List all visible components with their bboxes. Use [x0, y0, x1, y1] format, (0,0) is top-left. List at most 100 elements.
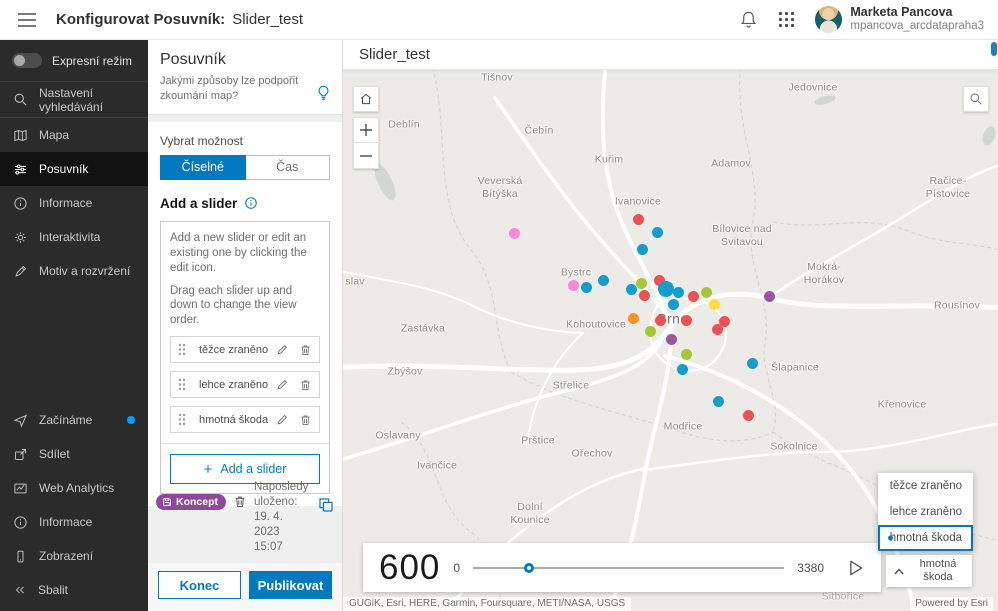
- layer-selector-collapsed[interactable]: hmotná škoda: [886, 555, 972, 587]
- top-header: Konfigurovat Posuvník: Slider_test Marke…: [0, 0, 998, 40]
- map-point-blue[interactable]: [597, 274, 609, 286]
- map-point-blue[interactable]: [658, 281, 674, 297]
- share-icon: [13, 447, 28, 462]
- sidebar-item-theme-layout[interactable]: Motiv a rozvržení: [0, 254, 148, 288]
- sidebar-item-search-settings[interactable]: Nastavení vyhledávání: [0, 82, 148, 118]
- add-slider-button[interactable]: + Add a slider: [170, 454, 320, 485]
- sidebar-item-info-bottom[interactable]: Informace: [0, 505, 148, 539]
- option-numeric-button[interactable]: Číselné: [160, 154, 246, 180]
- slider-row[interactable]: těžce zraněno: [170, 336, 320, 364]
- sidebar-item-info[interactable]: Informace: [0, 186, 148, 220]
- divider: [161, 443, 329, 445]
- map-point-red[interactable]: [653, 274, 665, 286]
- left-sidebar: Expresní režim Nastavení vyhledávání Map…: [0, 40, 148, 611]
- map-point-blue[interactable]: [746, 357, 758, 369]
- sidebar-item-getting-started[interactable]: Začínáme: [0, 403, 148, 437]
- scrollbar-thumb[interactable]: [991, 42, 997, 56]
- user-account-menu[interactable]: Marketa Pancova mpancova_arcdatapraha3: [815, 5, 984, 34]
- map-point-blue[interactable]: [676, 363, 688, 375]
- map-point-red[interactable]: [632, 213, 644, 225]
- map-attribution: GUGiK, Esri, HERE, Garmin, Foursquare, M…: [343, 597, 632, 611]
- lightbulb-tip-icon[interactable]: [315, 84, 332, 102]
- slider-row-label: lehce zraněno: [199, 378, 269, 391]
- drag-handle-icon[interactable]: [178, 413, 186, 426]
- page-title-app-name: Slider_test: [232, 11, 304, 28]
- play-button[interactable]: [845, 557, 865, 579]
- map-point-green[interactable]: [635, 277, 647, 289]
- sidebar-item-share[interactable]: Sdílet: [0, 437, 148, 471]
- time-slider-handle[interactable]: [524, 562, 535, 573]
- sidebar-item-label: Interaktivita: [39, 230, 101, 244]
- edit-pencil-icon[interactable]: [276, 378, 289, 391]
- dropdown-item[interactable]: hmotná škoda: [878, 525, 973, 551]
- home-button[interactable]: [353, 86, 379, 112]
- map-point-green[interactable]: [700, 286, 712, 298]
- sidebar-item-views[interactable]: Zobrazení: [0, 539, 148, 573]
- map-point-purple[interactable]: [665, 333, 677, 345]
- map-point-orange[interactable]: [627, 312, 639, 324]
- map-point-blue[interactable]: [712, 395, 724, 407]
- app-launcher-grid-icon[interactable]: [778, 11, 795, 28]
- plus-icon: +: [203, 460, 213, 478]
- sidebar-item-label: Motiv a rozvržení: [39, 264, 131, 278]
- map-point-blue[interactable]: [667, 298, 679, 310]
- map-point-blue[interactable]: [651, 226, 663, 238]
- delete-draft-trash-icon[interactable]: [233, 494, 247, 509]
- publish-button[interactable]: Publikovat: [249, 571, 332, 599]
- dropdown-item[interactable]: těžce zraněno: [878, 473, 973, 499]
- info-circle-icon[interactable]: [244, 196, 258, 210]
- trash-icon[interactable]: [299, 378, 312, 392]
- map-point-blue[interactable]: [580, 281, 592, 293]
- map-point-green[interactable]: [644, 325, 656, 337]
- map-point-red[interactable]: [742, 409, 754, 421]
- edit-pencil-icon[interactable]: [276, 413, 289, 426]
- slider-track[interactable]: [473, 562, 785, 573]
- express-mode-toggle[interactable]: [12, 53, 42, 68]
- drag-handle-icon[interactable]: [178, 343, 186, 356]
- notification-dot: [127, 416, 135, 424]
- map-point-red[interactable]: [654, 314, 666, 326]
- dropdown-item-label: hmotná škoda: [889, 532, 962, 544]
- notifications-bell-icon[interactable]: [739, 10, 758, 29]
- sidebar-item-label: Sbalit: [38, 583, 69, 597]
- map-search-button[interactable]: [963, 86, 989, 112]
- sidebar-item-interactivity[interactable]: Interaktivita: [0, 220, 148, 254]
- map-point-blue[interactable]: [625, 283, 637, 295]
- map-point-red[interactable]: [711, 323, 723, 335]
- map-point-red[interactable]: [687, 290, 699, 302]
- sidebar-item-label: Informace: [39, 515, 93, 529]
- map-point-red[interactable]: [638, 289, 650, 301]
- sidebar-item-slider[interactable]: Posuvník: [0, 152, 148, 186]
- map-point-blue[interactable]: [672, 286, 684, 298]
- trash-icon[interactable]: [299, 343, 312, 357]
- cancel-button[interactable]: Konec: [158, 571, 241, 599]
- sidebar-item-web-analytics[interactable]: Web Analytics: [0, 471, 148, 505]
- map-point-pink[interactable]: [567, 279, 579, 291]
- dropdown-item[interactable]: lehce zraněno: [878, 499, 973, 525]
- drag-handle-icon[interactable]: [178, 378, 186, 391]
- duplicate-copy-icon[interactable]: [317, 496, 335, 514]
- map-point-blue[interactable]: [636, 243, 648, 255]
- map-point-pink[interactable]: [508, 227, 520, 239]
- sidebar-item-collapse[interactable]: Sbalit: [0, 573, 148, 607]
- brush-icon: [13, 264, 28, 279]
- hamburger-menu-icon[interactable]: [18, 12, 36, 27]
- sidebar-item-label: Web Analytics: [39, 481, 115, 495]
- map-point-purple[interactable]: [763, 290, 775, 302]
- option-time-button[interactable]: Čas: [245, 154, 330, 180]
- slider-row[interactable]: lehce zraněno: [170, 371, 320, 399]
- map-point-yellow[interactable]: [708, 298, 720, 310]
- map-canvas[interactable]: Tišnov Jedovnice Deblín Čebín Kuřim Adamov Vev…: [343, 70, 998, 611]
- zoom-in-button[interactable]: [353, 117, 379, 143]
- zoom-out-button[interactable]: [353, 143, 379, 169]
- map-point-red[interactable]: [680, 314, 692, 326]
- edit-pencil-icon[interactable]: [276, 343, 289, 356]
- sidebar-item-map[interactable]: Mapa: [0, 118, 148, 152]
- info-icon: [13, 196, 28, 211]
- map-point-green[interactable]: [680, 348, 692, 360]
- map-point-red[interactable]: [718, 315, 730, 327]
- slider-row-label: těžce zraněno: [199, 343, 269, 356]
- trash-icon[interactable]: [299, 413, 312, 427]
- slider-row[interactable]: hmotná škoda: [170, 406, 320, 434]
- avatar: [815, 5, 843, 33]
